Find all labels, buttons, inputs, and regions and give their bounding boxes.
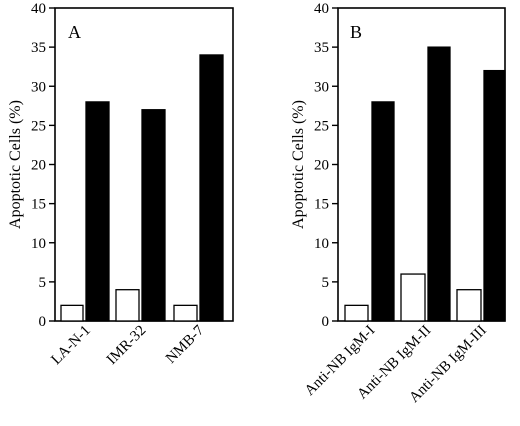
filled-bar-imr-32 [141,109,166,322]
filled-bar-anti-nb-igm-ii [427,46,451,322]
filled-bar-anti-nb-igm-i [371,101,395,322]
y-tick-label: 10 [31,236,46,252]
open-bar-imr-32 [115,289,140,322]
open-bar-anti-nb-igm-ii [400,273,426,322]
y-tick-label: 25 [314,118,329,134]
open-bar-la-n-1 [60,304,84,322]
filled-bar-nmb-7 [199,54,224,322]
category-label: LA-N-1 [48,323,93,368]
open-bar-nmb-7 [173,304,198,322]
y-tick-label: 15 [314,197,329,213]
y-tick-label: 30 [314,79,329,95]
y-tick-label: 15 [31,197,46,213]
y-tick-label: 40 [314,1,329,17]
y-tick-label: 5 [322,275,330,291]
y-tick-label: 35 [31,40,46,56]
panel-letter: B [350,22,362,42]
category-label: IMR-32 [104,323,149,368]
category-label: NMB-7 [163,322,208,367]
open-bar-anti-nb-igm-iii [456,289,482,322]
open-bar-anti-nb-igm-i [344,304,369,322]
filled-bar-anti-nb-igm-iii [483,69,506,322]
y-tick-label: 35 [314,40,329,56]
filled-bar-la-n-1 [85,101,110,322]
y-tick-label: 25 [31,118,46,134]
y-tick-label: 40 [31,1,46,17]
y-axis-label: Apoptotic Cells (%) [290,100,307,229]
y-axis-label: Apoptotic Cells (%) [7,100,24,229]
y-tick-label: 30 [31,79,46,95]
y-tick-label: 5 [39,275,47,291]
y-tick-label: 10 [314,236,329,252]
panel-a: 0 5 10 15 20 25 30 35 40 Apoptotic Cells (%) A LA-N… [7,1,234,368]
y-tick-label: 0 [322,314,330,330]
y-tick-label: 0 [39,314,47,330]
panel-letter: A [68,22,81,42]
y-tick-label: 20 [31,158,46,174]
y-tick-label: 20 [314,158,329,174]
